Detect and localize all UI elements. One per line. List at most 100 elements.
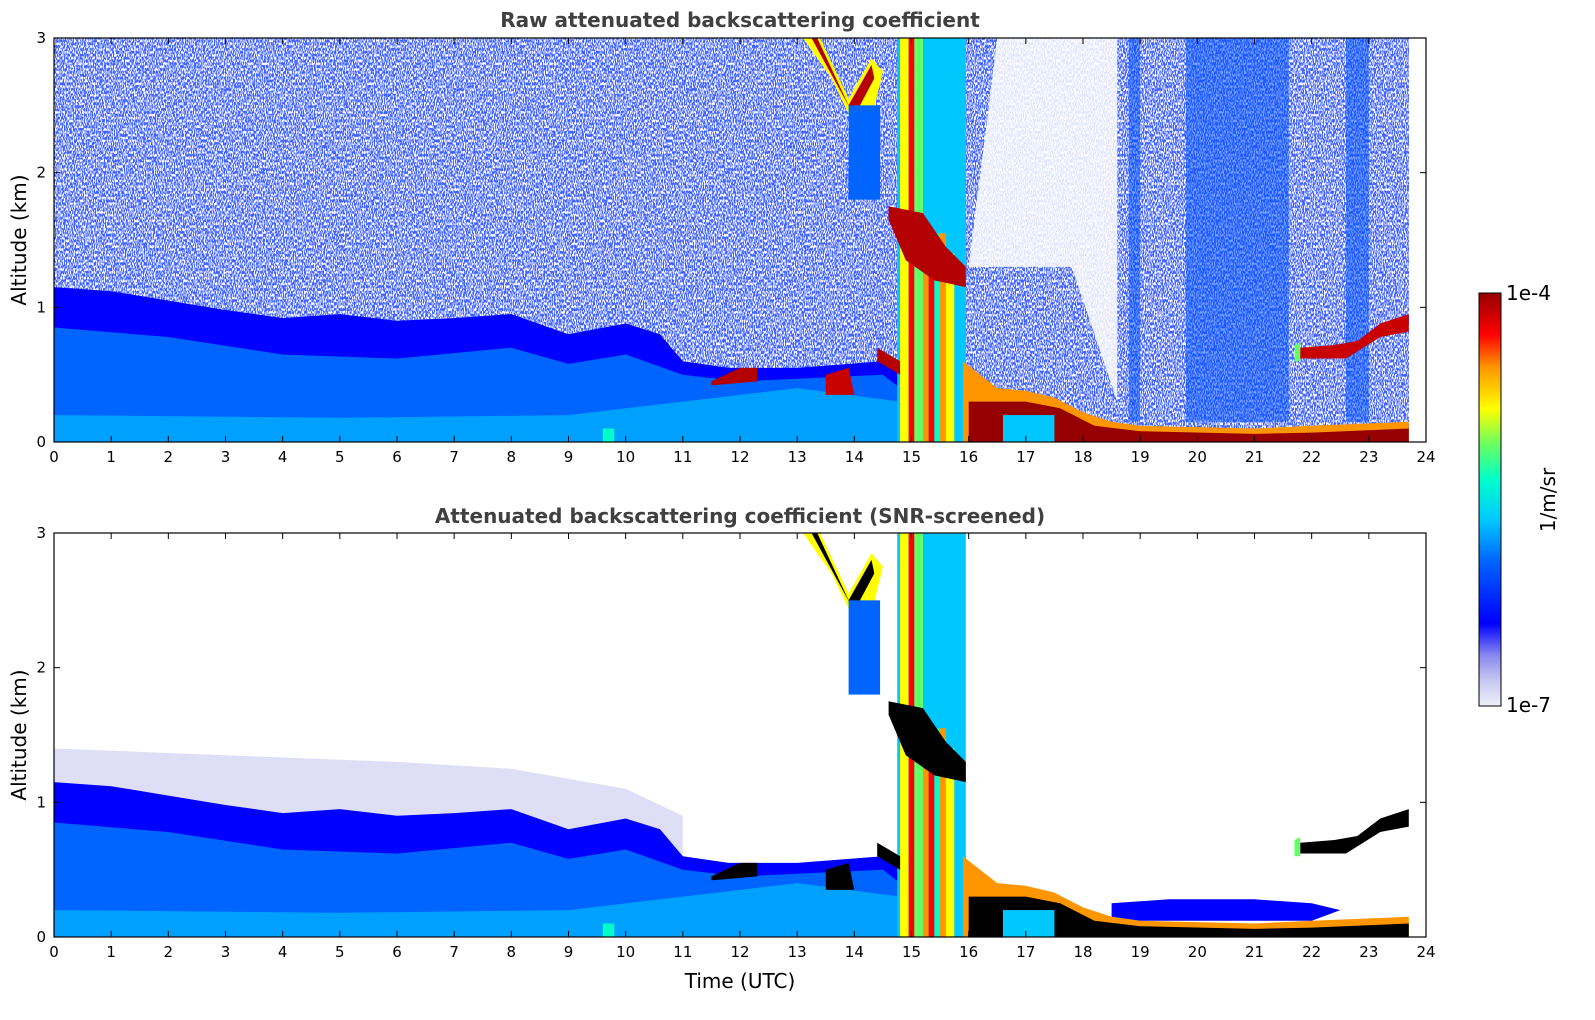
- upper-cloud-fallstreak: [848, 600, 881, 695]
- low-cloud-12h: [711, 367, 758, 386]
- cloud-base-14h: [877, 347, 901, 375]
- x-tick-label: 14: [845, 943, 864, 961]
- x-tick-label: 2: [164, 448, 174, 466]
- raw-y-axis-label: Altitude (km): [7, 174, 31, 305]
- precipitation-column: [922, 728, 929, 937]
- x-tick-label: 24: [1416, 943, 1435, 961]
- upper-cloud-core: [811, 533, 875, 612]
- precipitation-column: [922, 233, 929, 442]
- noise-stripe: [1185, 38, 1289, 422]
- surface-mark-1: [602, 923, 615, 937]
- x-tick-label: 8: [507, 448, 517, 466]
- fog-transition-1: [1002, 415, 1055, 442]
- x-tick-label: 17: [1016, 448, 1035, 466]
- precipitation-column: [928, 728, 935, 937]
- y-tick-label: 2: [36, 164, 46, 182]
- colorbar: 1e-4 1e-7 1/m/sr: [1478, 281, 1560, 717]
- surface-layer: [54, 883, 901, 937]
- y-tick-label: 1: [36, 793, 46, 811]
- colorbar-max-label: 1e-4: [1506, 281, 1551, 305]
- cloud-base-14h: [877, 842, 901, 870]
- fog-transition-1: [1002, 910, 1055, 937]
- colorbar-unit-label: 1/m/sr: [1536, 467, 1560, 532]
- x-tick-label: 18: [1073, 448, 1092, 466]
- noise-stripe: [1345, 38, 1369, 422]
- x-tick-label: 17: [1016, 943, 1035, 961]
- precipitation-column: [934, 233, 941, 442]
- x-tick-label: 3: [221, 943, 231, 961]
- x-tick-label: 7: [449, 448, 459, 466]
- raw-panel-title: Raw attenuated backscattering coefficien…: [500, 8, 980, 32]
- precipitation-column: [940, 233, 946, 442]
- screened-axes: 0 1 2 3 4 5 6 7 8 9 10 11 12 13 14 15 16 17 18 19 20 21 22 23 24…: [36, 524, 1435, 961]
- x-tick-label: 21: [1245, 943, 1264, 961]
- y-tick-label: 0: [36, 433, 46, 451]
- x-tick-label: 7: [449, 943, 459, 961]
- x-tick-label: 6: [392, 943, 402, 961]
- x-tick-label: 21: [1245, 448, 1264, 466]
- x-tick-label: 5: [335, 943, 345, 961]
- noise-stripe: [1128, 38, 1141, 422]
- precipitation-column: [954, 748, 963, 937]
- x-tick-label: 9: [564, 943, 574, 961]
- x-tick-label: 10: [616, 943, 635, 961]
- x-tick-label: 16: [959, 943, 978, 961]
- x-tick-label: 9: [564, 448, 574, 466]
- screened-panel-title: Attenuated backscattering coefficient (S…: [435, 504, 1045, 528]
- x-tick-label: 18: [1073, 943, 1092, 961]
- precipitation-column: [940, 728, 946, 937]
- x-tick-label: 1: [106, 943, 116, 961]
- raw-heatmap: [54, 38, 1409, 442]
- surface-mark-1: [602, 428, 615, 442]
- x-tick-label: 12: [730, 448, 749, 466]
- x-tick-label: 14: [845, 448, 864, 466]
- surface-layer: [54, 388, 901, 442]
- x-tick-label: 0: [49, 448, 59, 466]
- y-tick-label: 1: [36, 298, 46, 316]
- x-tick-label: 2: [164, 943, 174, 961]
- y-tick-label: 2: [36, 659, 46, 677]
- elevated-cloud-edge: [1294, 837, 1301, 857]
- precipitation-column: [945, 748, 955, 937]
- x-tick-label: 19: [1131, 448, 1150, 466]
- melting-layer: [888, 206, 966, 288]
- x-tick-label: 20: [1188, 943, 1207, 961]
- upper-cloud-fallstreak: [848, 105, 881, 200]
- x-tick-label: 19: [1131, 943, 1150, 961]
- screened-heatmap: [54, 533, 1426, 937]
- elevated-cloud-edge: [1294, 342, 1301, 362]
- x-tick-label: 15: [902, 943, 921, 961]
- x-tick-label: 20: [1188, 448, 1207, 466]
- x-tick-label: 23: [1359, 943, 1378, 961]
- raw-panel: Raw attenuated backscattering coefficien…: [7, 8, 1436, 466]
- colorbar-gradient: [1478, 292, 1502, 707]
- x-tick-label: 16: [959, 448, 978, 466]
- y-tick-label: 0: [36, 928, 46, 946]
- clear-sky-region: [968, 38, 1118, 402]
- screened-panel: Attenuated backscattering coefficient (S…: [7, 504, 1436, 993]
- precipitation-column: [928, 233, 935, 442]
- melting-layer: [888, 701, 966, 783]
- screened-y-axis-label: Altitude (km): [7, 669, 31, 800]
- upper-cloud-core: [811, 38, 875, 117]
- x-tick-label: 5: [335, 448, 345, 466]
- x-tick-label: 10: [616, 448, 635, 466]
- x-tick-label: 13: [788, 943, 807, 961]
- low-cloud-14h: [825, 367, 855, 395]
- x-tick-label: 4: [278, 448, 288, 466]
- screened-x-axis-label: Time (UTC): [684, 969, 796, 993]
- upper-cloud-edge: [802, 38, 883, 126]
- low-cloud-14h: [825, 862, 855, 890]
- x-tick-label: 12: [730, 943, 749, 961]
- x-tick-label: 24: [1416, 448, 1435, 466]
- screened-fog-top: [1111, 899, 1341, 921]
- x-tick-label: 11: [673, 448, 692, 466]
- x-tick-label: 4: [278, 943, 288, 961]
- fog-layer-core: [968, 401, 1409, 442]
- upper-cloud-edge: [802, 533, 883, 621]
- x-tick-label: 3: [221, 448, 231, 466]
- x-tick-label: 11: [673, 943, 692, 961]
- x-tick-label: 22: [1302, 448, 1321, 466]
- x-tick-label: 13: [788, 448, 807, 466]
